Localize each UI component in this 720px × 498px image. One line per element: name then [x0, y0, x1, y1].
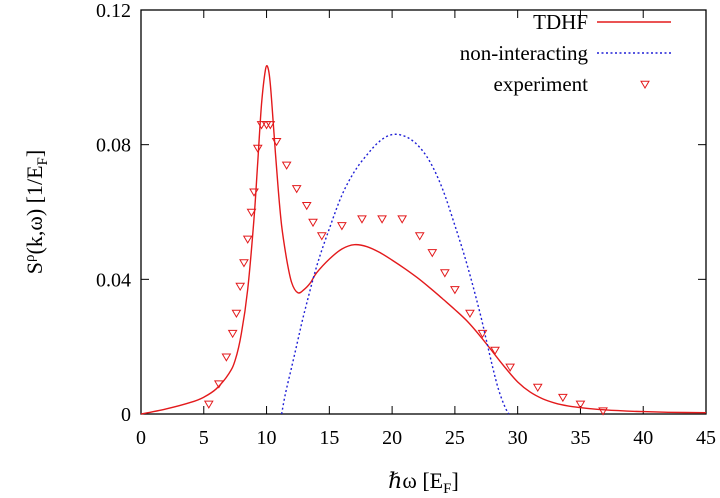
experiment-point — [203, 400, 214, 409]
experiment-point — [439, 269, 450, 278]
x-tick-label: 20 — [382, 427, 402, 449]
legend-label-experiment: experiment — [494, 72, 589, 96]
y-tick-label: 0.04 — [96, 269, 131, 291]
x-tick-label: 15 — [319, 427, 339, 449]
experiment-point — [235, 282, 246, 292]
experiment-point — [242, 235, 253, 244]
experiment-point — [291, 185, 302, 194]
x-tick-label: 35 — [570, 427, 590, 449]
x-tick-label: 30 — [508, 427, 528, 449]
experiment-point — [490, 346, 500, 356]
experiment-point — [249, 188, 259, 197]
y-tick-label: 0.08 — [96, 135, 131, 157]
experiment-point — [252, 144, 263, 154]
legend: TDHF non-interacting experiment — [460, 10, 671, 96]
experiment-point — [377, 215, 387, 224]
experiment-point — [227, 329, 238, 339]
experiment-point — [598, 407, 608, 416]
experiment-point — [427, 249, 438, 258]
experiment-series — [203, 121, 608, 416]
y-tick-label: 0.12 — [96, 0, 131, 22]
experiment-point — [256, 121, 267, 130]
x-tick-label: 0 — [136, 427, 146, 449]
x-tick-label: 25 — [445, 427, 465, 449]
y-axis-label: Sρ(k,ω) [1/EF] — [22, 150, 51, 274]
experiment-point — [246, 208, 257, 217]
experiment-point — [221, 353, 232, 362]
axis-labels: ℏω [EF] Sρ(k,ω) [1/EF] — [22, 150, 459, 497]
experiment-point — [557, 393, 568, 403]
x-tick-label: 40 — [633, 427, 653, 449]
experiment-point — [575, 400, 586, 409]
experiment-point — [308, 218, 318, 228]
experiment-point — [397, 215, 408, 224]
tdhf-line — [140, 64, 707, 415]
experiment-point — [477, 329, 488, 339]
series-layer — [140, 64, 707, 416]
experiment-point — [271, 138, 282, 147]
experiment-point — [465, 309, 475, 318]
experiment-point — [239, 259, 249, 268]
x-tick-label: 45 — [696, 427, 716, 449]
experiment-point — [231, 309, 242, 318]
x-tick-label: 10 — [257, 427, 277, 449]
y-tick-label: 0 — [121, 404, 131, 426]
legend-label-tdhf: TDHF — [533, 10, 588, 34]
non-interacting-line — [280, 133, 510, 415]
experiment-point — [532, 383, 543, 393]
experiment-point — [316, 232, 327, 241]
legend-label-non-interacting: non-interacting — [460, 41, 589, 65]
experiment-point — [213, 380, 224, 389]
legend-marker-experiment — [640, 80, 650, 89]
experiment-point — [281, 161, 292, 170]
plot-border — [140, 9, 707, 415]
experiment-point — [265, 121, 276, 130]
experiment-point — [505, 363, 516, 372]
experiment-point — [301, 201, 312, 211]
experiment-point — [357, 215, 367, 224]
plot-area — [140, 9, 707, 415]
x-tick-label: 5 — [199, 427, 209, 449]
axis-ticks: 0 5 10 15 20 25 30 35 40 45 0 0.04 0.08 0.12 — [96, 0, 716, 449]
experiment-point — [414, 232, 425, 241]
experiment-point — [337, 222, 347, 231]
experiment-point — [450, 286, 460, 295]
x-axis-label: ℏω [EF] — [388, 468, 459, 497]
